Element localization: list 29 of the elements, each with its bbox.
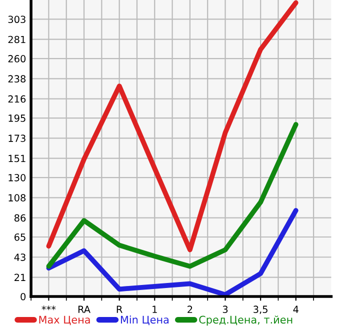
y-tick-label: 195: [8, 114, 26, 122]
legend-label: Min Цена: [120, 316, 168, 326]
x-tick-label: 3,5: [254, 306, 268, 314]
y-tick-label: 216: [8, 95, 26, 103]
y-tick-label: 238: [8, 75, 26, 83]
y-tick-label: 0: [20, 292, 26, 300]
legend-label: Max Цена: [39, 316, 90, 326]
y-tick-label: 281: [8, 36, 26, 44]
y-tick-label: 86: [14, 214, 26, 222]
y-tick-label: 130: [8, 174, 26, 182]
x-tick-label: 4: [293, 306, 298, 313]
x-tick-label: 1: [152, 306, 157, 313]
x-tick-label: 3: [222, 306, 228, 314]
y-tick-label: 43: [14, 254, 26, 261]
y-tick-label: 173: [8, 134, 26, 142]
legend-label: Сред.Цена, т.йен: [199, 316, 292, 326]
y-tick-label: 260: [8, 55, 26, 62]
y-tick-label: 151: [8, 154, 26, 162]
y-tick-label: 303: [8, 16, 26, 24]
x-tick-label: 2: [188, 306, 192, 313]
x-tick-label: RA: [78, 306, 90, 313]
line-series: [46, 0, 298, 252]
line-series: [46, 122, 298, 269]
y-tick-label: 108: [8, 194, 26, 202]
x-tick-label: R: [116, 306, 122, 313]
x-tick-label: ***: [42, 306, 56, 310]
y-tick-label: 65: [14, 233, 26, 241]
y-tick-label: 21: [14, 274, 26, 281]
line-series: [46, 208, 298, 296]
